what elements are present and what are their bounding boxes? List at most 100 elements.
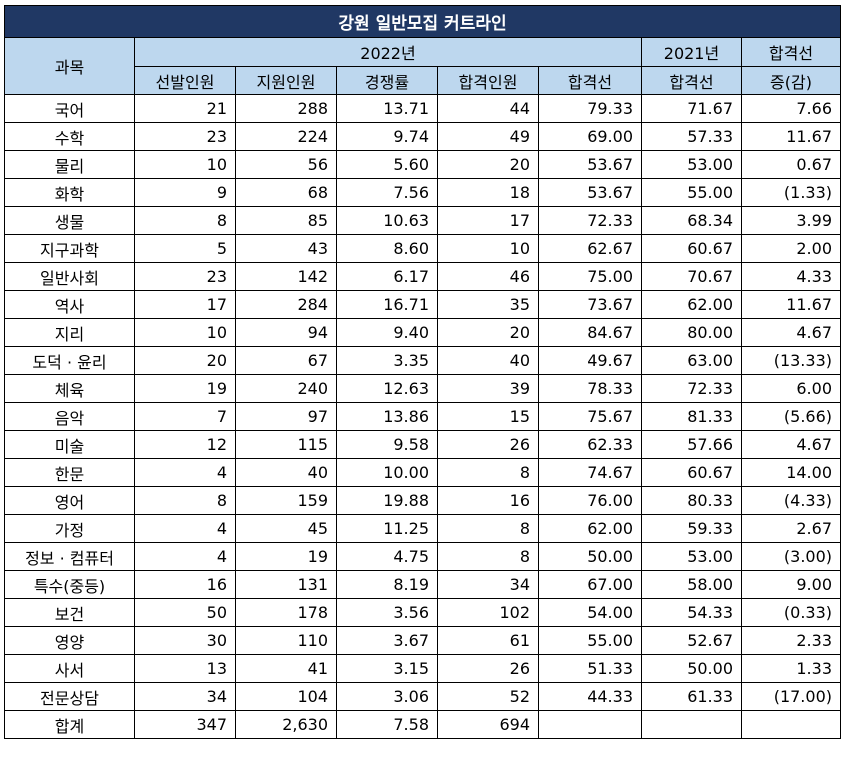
competition-ratio-cell: 6.17 (336, 262, 438, 291)
cutline-2021-cell: 50.00 (641, 654, 742, 683)
apply-count-cell: 43 (235, 234, 337, 263)
apply-count-cell: 142 (235, 262, 337, 291)
subject-cell: 도덕 · 윤리 (4, 346, 135, 375)
cutline-2021-cell: 55.00 (641, 178, 742, 207)
cutline-2021-cell: 70.67 (641, 262, 742, 291)
select-count-cell: 50 (134, 598, 236, 627)
subject-cell: 국어 (4, 94, 135, 123)
pass-count-cell: 20 (437, 150, 539, 179)
cutline-change-cell: 7.66 (741, 94, 841, 123)
subject-cell: 역사 (4, 290, 135, 319)
cutline-2022-cell: 76.00 (538, 486, 642, 515)
cutline-2021-cell (641, 710, 742, 739)
subject-cell: 합계 (4, 710, 135, 739)
pass-count-cell: 102 (437, 598, 539, 627)
table-row: 화학 9 68 7.56 18 53.67 55.00 (1.33) (4, 178, 841, 207)
select-count-cell: 12 (134, 430, 236, 459)
pass-count-cell: 61 (437, 626, 539, 655)
pass-count-cell: 17 (437, 206, 539, 235)
apply-count-cell: 115 (235, 430, 337, 459)
header-change-line2: 증(감) (741, 66, 841, 95)
select-count-cell: 347 (134, 710, 236, 739)
cutline-2021-cell: 62.00 (641, 290, 742, 319)
cutline-2022-cell: 79.33 (538, 94, 642, 123)
select-count-cell: 23 (134, 262, 236, 291)
table-row: 체육 19 240 12.63 39 78.33 72.33 6.00 (4, 374, 841, 403)
cutline-2022-cell: 84.67 (538, 318, 642, 347)
cutline-change-cell: 0.67 (741, 150, 841, 179)
header-competition-ratio: 경쟁률 (336, 66, 438, 95)
competition-ratio-cell: 7.58 (336, 710, 438, 739)
subject-cell: 보건 (4, 598, 135, 627)
table-row: 지리 10 94 9.40 20 84.67 80.00 4.67 (4, 318, 841, 347)
header-year-2022: 2022년 (134, 37, 642, 67)
apply-count-cell: 224 (235, 122, 337, 151)
cutline-change-cell: 2.67 (741, 514, 841, 543)
cutline-2021-cell: 59.33 (641, 514, 742, 543)
table-row: 전문상담 34 104 3.06 52 44.33 61.33 (17.00) (4, 682, 841, 711)
cutline-2022-cell: 62.67 (538, 234, 642, 263)
apply-count-cell: 159 (235, 486, 337, 515)
pass-count-cell: 16 (437, 486, 539, 515)
table-row: 영양 30 110 3.67 61 55.00 52.67 2.33 (4, 626, 841, 655)
table-row: 합계 347 2,630 7.58 694 (4, 710, 841, 739)
apply-count-cell: 68 (235, 178, 337, 207)
apply-count-cell: 240 (235, 374, 337, 403)
table-row: 물리 10 56 5.60 20 53.67 53.00 0.67 (4, 150, 841, 179)
cutline-2021-cell: 72.33 (641, 374, 742, 403)
competition-ratio-cell: 8.60 (336, 234, 438, 263)
cutline-change-cell: (4.33) (741, 486, 841, 515)
subject-cell: 사서 (4, 654, 135, 683)
cutline-change-cell: 2.33 (741, 626, 841, 655)
pass-count-cell: 8 (437, 514, 539, 543)
cutline-change-cell: 6.00 (741, 374, 841, 403)
table-row: 도덕 · 윤리 20 67 3.35 40 49.67 63.00 (13.33) (4, 346, 841, 375)
apply-count-cell: 97 (235, 402, 337, 431)
select-count-cell: 5 (134, 234, 236, 263)
cutline-2022-cell: 69.00 (538, 122, 642, 151)
cutline-2022-cell: 53.67 (538, 150, 642, 179)
cutline-change-cell: 2.00 (741, 234, 841, 263)
cutline-2021-cell: 63.00 (641, 346, 742, 375)
select-count-cell: 23 (134, 122, 236, 151)
header-pass-count: 합격인원 (437, 66, 539, 95)
cutline-2021-cell: 53.00 (641, 542, 742, 571)
competition-ratio-cell: 13.71 (336, 94, 438, 123)
table-title: 강원 일반모집 커트라인 (4, 5, 841, 38)
cutline-change-cell: 9.00 (741, 570, 841, 599)
pass-count-cell: 15 (437, 402, 539, 431)
select-count-cell: 16 (134, 570, 236, 599)
apply-count-cell: 2,630 (235, 710, 337, 739)
apply-count-cell: 85 (235, 206, 337, 235)
cutline-2022-cell: 75.67 (538, 402, 642, 431)
header-row-2: 선발인원 지원인원 경쟁률 합격인원 합격선 합격선 증(감) (5, 66, 841, 95)
competition-ratio-cell: 3.67 (336, 626, 438, 655)
cutline-2021-cell: 71.67 (641, 94, 742, 123)
table-row: 한문 4 40 10.00 8 74.67 60.67 14.00 (4, 458, 841, 487)
pass-count-cell: 26 (437, 654, 539, 683)
competition-ratio-cell: 3.15 (336, 654, 438, 683)
select-count-cell: 4 (134, 514, 236, 543)
subject-cell: 특수(중등) (4, 570, 135, 599)
cutline-change-cell: 4.67 (741, 430, 841, 459)
pass-count-cell: 44 (437, 94, 539, 123)
cutline-2022-cell: 73.67 (538, 290, 642, 319)
pass-count-cell: 39 (437, 374, 539, 403)
cutline-change-cell: (13.33) (741, 346, 841, 375)
select-count-cell: 7 (134, 402, 236, 431)
pass-count-cell: 26 (437, 430, 539, 459)
table-row: 수학 23 224 9.74 49 69.00 57.33 11.67 (4, 122, 841, 151)
cutline-2022-cell (538, 710, 642, 739)
apply-count-cell: 131 (235, 570, 337, 599)
cutline-change-cell: (0.33) (741, 598, 841, 627)
subject-cell: 체육 (4, 374, 135, 403)
cutline-2022-cell: 62.33 (538, 430, 642, 459)
header-cutline-2022: 합격선 (538, 66, 642, 95)
apply-count-cell: 288 (235, 94, 337, 123)
competition-ratio-cell: 19.88 (336, 486, 438, 515)
cutline-change-cell: 11.67 (741, 122, 841, 151)
competition-ratio-cell: 10.63 (336, 206, 438, 235)
competition-ratio-cell: 4.75 (336, 542, 438, 571)
cutline-2021-cell: 60.67 (641, 458, 742, 487)
cutline-2022-cell: 78.33 (538, 374, 642, 403)
